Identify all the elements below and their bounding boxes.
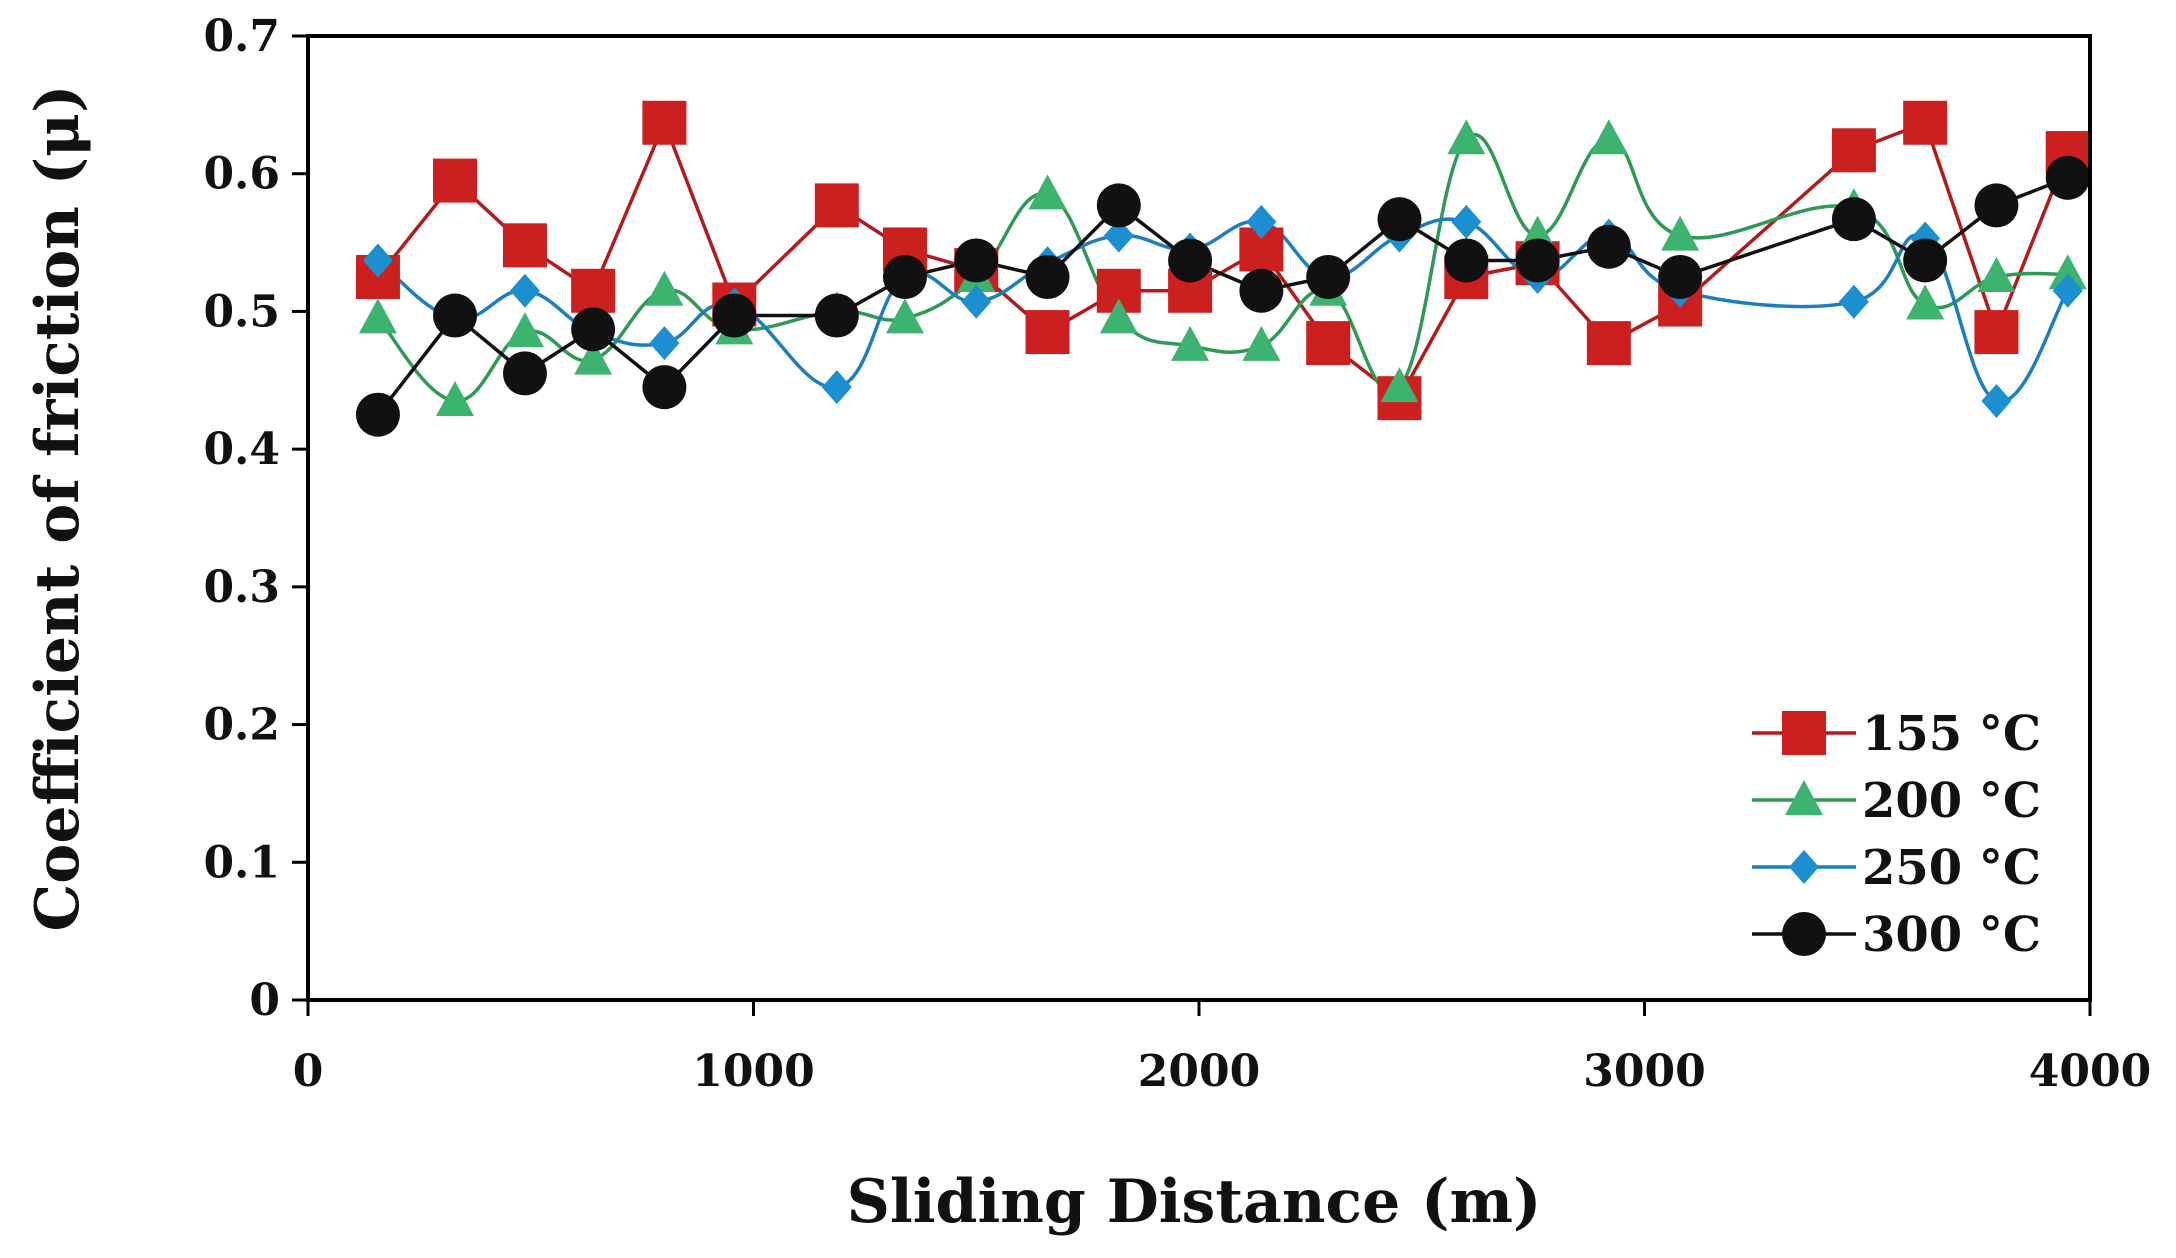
legend: 155 °C 200 °C 250 °C 300 °C <box>1752 706 2041 963</box>
series-2-marker <box>885 298 924 334</box>
y-tick-label: 0.2 <box>203 700 280 751</box>
x-tick-label: 1000 <box>692 1046 814 1097</box>
y-axis-ticks: 0 0.1 0.2 0.3 0.4 0.5 0.6 0.7 <box>203 11 308 1026</box>
series-2-marker <box>505 312 544 348</box>
series-3-marker <box>509 273 540 308</box>
series-3-marker <box>1451 204 1482 239</box>
series-4-marker <box>1096 183 1141 228</box>
legend-marker-4 <box>1782 912 1826 956</box>
series-2-marker <box>1661 215 1700 251</box>
series-4-marker <box>814 293 859 338</box>
series-markers <box>355 100 2090 437</box>
series-4-marker <box>355 392 400 437</box>
series-2-marker <box>574 339 613 375</box>
series-4-marker <box>1586 224 1631 269</box>
legend-marker-2 <box>1785 780 1823 815</box>
legend-label-4: 300 °C <box>1862 907 2041 963</box>
series-1-marker <box>1831 128 1876 173</box>
series-1-marker <box>1586 321 1631 366</box>
series-3-marker <box>1246 204 1277 239</box>
y-tick-label: 0.3 <box>203 562 280 613</box>
series-4-marker <box>571 307 616 352</box>
series-3-marker <box>362 243 393 278</box>
series-4-marker <box>433 293 478 338</box>
series-4-marker <box>1903 238 1948 283</box>
x-tick-label: 3000 <box>1583 1046 1705 1097</box>
series-3-marker <box>1838 284 1869 319</box>
series-1-marker <box>1903 100 1948 145</box>
series-2-marker <box>1171 325 1210 361</box>
x-axis-ticks: 0 1000 2000 3000 4000 <box>293 1000 2151 1097</box>
legend-label-2: 200 °C <box>1862 773 2041 829</box>
series-2-marker <box>1242 325 1281 361</box>
series-2-marker <box>1906 284 1945 320</box>
series-4-marker <box>1515 238 1560 283</box>
series-2-marker <box>1380 367 1419 403</box>
series-2-marker <box>358 298 397 334</box>
series-3-marker <box>821 370 852 405</box>
series-4-marker <box>954 238 999 283</box>
series-2-marker <box>2048 254 2087 290</box>
legend-marker-3 <box>1789 850 1819 884</box>
series-4-marker <box>712 293 757 338</box>
series-4-marker <box>1025 255 1070 299</box>
series-4-marker <box>2045 155 2090 200</box>
series-3-marker <box>649 326 680 361</box>
series-2-marker <box>1589 119 1628 155</box>
series-2-marker <box>645 270 684 306</box>
series-4-marker <box>1168 238 1213 283</box>
series-3-marker <box>2052 273 2083 308</box>
series-2-marker <box>436 380 475 416</box>
x-tick-label: 0 <box>293 1046 324 1097</box>
series-2-marker <box>1099 298 1138 334</box>
series-1-marker <box>814 183 859 228</box>
plot-area-frame <box>306 34 2092 1002</box>
y-tick-label: 0.5 <box>203 286 280 337</box>
series-3-marker <box>1103 218 1134 253</box>
series-1-marker <box>1306 321 1351 366</box>
series-4-marker <box>1831 197 1876 242</box>
series-4-marker <box>642 365 687 410</box>
legend-label-1: 155 °C <box>1862 706 2041 762</box>
series-2-marker <box>1977 257 2016 292</box>
y-tick-label: 0.1 <box>203 837 280 888</box>
series-4-marker <box>1306 255 1351 299</box>
series-1-marker <box>433 158 478 203</box>
y-tick-label: 0.7 <box>203 11 280 62</box>
series-4-marker <box>1377 197 1422 242</box>
series-4-marker <box>1974 183 2019 228</box>
series-1-marker <box>571 268 616 313</box>
series-3-marker <box>1981 383 2012 418</box>
series-3-marker <box>961 284 992 319</box>
y-tick-label: 0.6 <box>203 149 280 200</box>
series-1-marker <box>1974 310 2019 355</box>
legend-label-3: 250 °C <box>1862 840 2041 896</box>
series-2-marker <box>1447 119 1486 155</box>
x-tick-label: 4000 <box>2029 1046 2151 1097</box>
y-tick-label: 0.4 <box>203 424 280 475</box>
series-1-marker <box>502 223 547 268</box>
series-1-marker <box>642 100 687 145</box>
x-axis-title: Sliding Distance (m) <box>847 1167 1542 1237</box>
x-tick-label: 2000 <box>1138 1046 1260 1097</box>
series-4-marker <box>1444 238 1489 283</box>
series-4-marker <box>1658 255 1703 299</box>
series-2-marker <box>1028 174 1067 210</box>
y-tick-label: 0 <box>249 975 280 1026</box>
series-4-marker <box>882 255 927 299</box>
series-1-marker <box>1025 310 1070 355</box>
y-axis-title: Coefficient of friction (μ) <box>23 85 93 932</box>
series-4-marker <box>502 351 547 396</box>
legend-marker-1 <box>1782 711 1826 755</box>
series-line-2 <box>376 133 2068 403</box>
series-4-marker <box>1239 268 1284 313</box>
